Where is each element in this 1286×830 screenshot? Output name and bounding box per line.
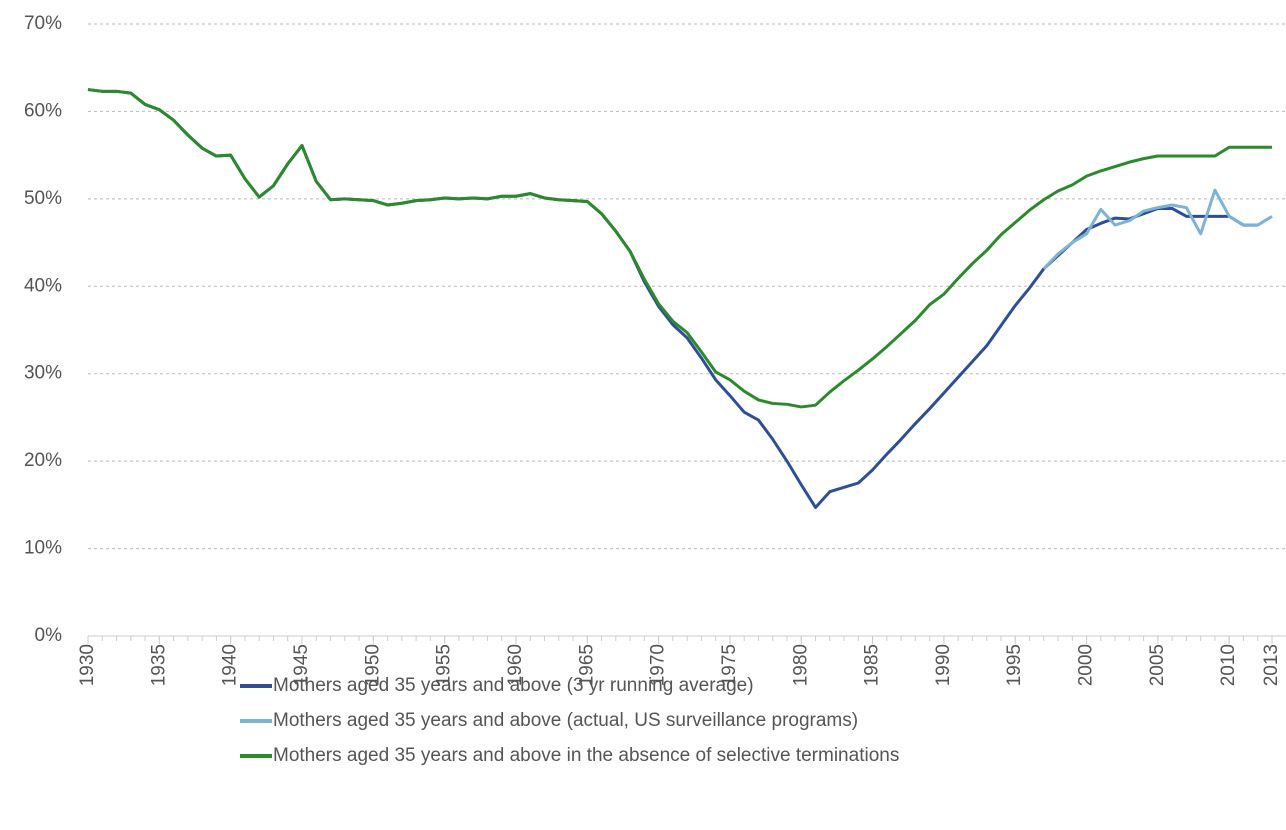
x-tick-label: 1985 [862,644,883,686]
x-tick-label: 1965 [576,644,597,686]
legend-label: Mothers aged 35 years and above (actual,… [273,710,858,731]
y-tick-label: 10% [24,538,62,559]
x-tick-label: 2013 [1261,644,1282,686]
x-tick-label: 1945 [291,644,312,686]
y-tick-label: 40% [24,275,62,296]
y-tick-label: 0% [35,625,63,646]
legend-label: Mothers aged 35 years and above (3 yr ru… [273,675,754,696]
x-tick-label: 1930 [77,644,98,686]
x-tick-label: 1995 [1004,644,1025,686]
x-tick-label: 1970 [648,644,669,686]
x-tick-label: 1990 [933,644,954,686]
x-tick-label: 1935 [148,644,169,686]
x-tick-label: 1940 [220,644,241,686]
x-tick-label: 1980 [790,644,811,686]
y-tick-label: 60% [24,100,62,121]
y-tick-label: 70% [24,13,62,34]
x-tick-label: 2010 [1218,644,1239,686]
x-tick-label: 1955 [434,644,455,686]
y-tick-label: 50% [24,188,62,209]
x-tick-label: 2000 [1076,644,1097,686]
series-line [87,88,1258,509]
y-tick-label: 30% [24,363,62,384]
x-tick-label: 1960 [505,644,526,686]
x-tick-label: 1950 [362,644,383,686]
y-tick-label: 20% [24,450,62,471]
x-tick-label: 1975 [719,644,740,686]
x-tick-label: 2005 [1147,644,1168,686]
series-line [1042,188,1273,270]
series-line [87,88,1272,409]
legend-label: Mothers aged 35 years and above in the a… [273,745,899,766]
